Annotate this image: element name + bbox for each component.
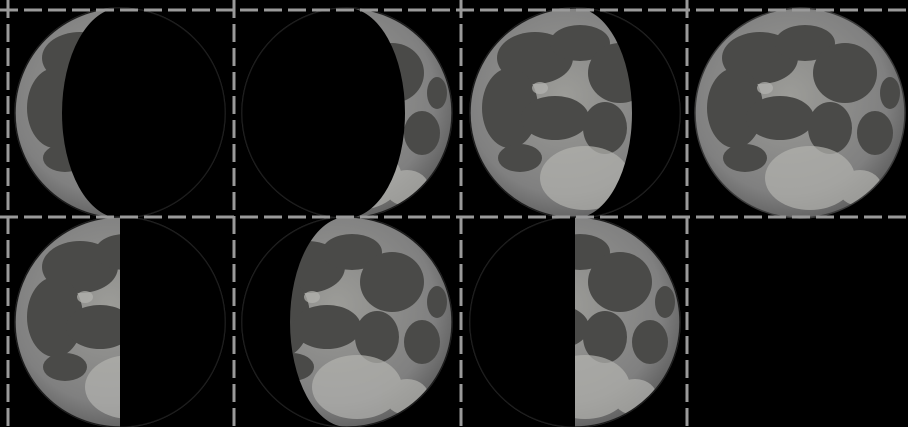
moon-half-dark-left	[470, 217, 680, 427]
moon-waning-crescent	[15, 8, 225, 218]
moon-full	[695, 8, 905, 218]
moon-gibbous-dark-right	[470, 8, 680, 218]
moon-gibbous-dark-left	[242, 217, 452, 427]
moon-waxing-crescent	[242, 8, 452, 218]
moons	[15, 8, 905, 427]
moon-half-dark-right	[15, 217, 225, 427]
